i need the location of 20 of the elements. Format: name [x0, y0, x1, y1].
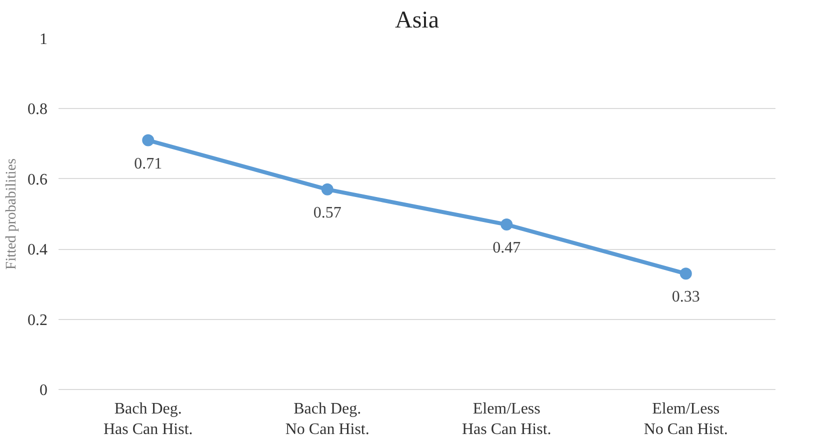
y-tick-label: 0.2	[28, 312, 48, 329]
point	[680, 268, 692, 280]
y-tick-label: 0.4	[28, 242, 48, 259]
point	[142, 134, 154, 146]
data-label: 0.57	[313, 204, 342, 222]
data-label: 0.71	[134, 155, 162, 172]
data-label: 0.47	[492, 240, 521, 257]
point	[500, 218, 513, 231]
y-tick-label: 1	[40, 31, 48, 48]
x-tick-label: Elem/Less Has Can Hist.	[462, 400, 552, 438]
y-tick-label: 0.6	[28, 171, 48, 188]
x-tick-label: Bach Deg. Has Can Hist.	[103, 400, 193, 438]
data-label: 0.33	[672, 288, 700, 306]
chart-title: Asia	[395, 8, 440, 34]
y-tick-label: 0	[40, 382, 48, 399]
y-tick-label: 0.8	[28, 101, 48, 118]
point	[321, 183, 334, 196]
y-axis-title: Fitted probabilities	[4, 158, 20, 270]
x-tick-label: Bach Deg. No Can Hist.	[285, 400, 370, 438]
x-tick-label: Elem/Less No Can Hist.	[644, 400, 728, 438]
